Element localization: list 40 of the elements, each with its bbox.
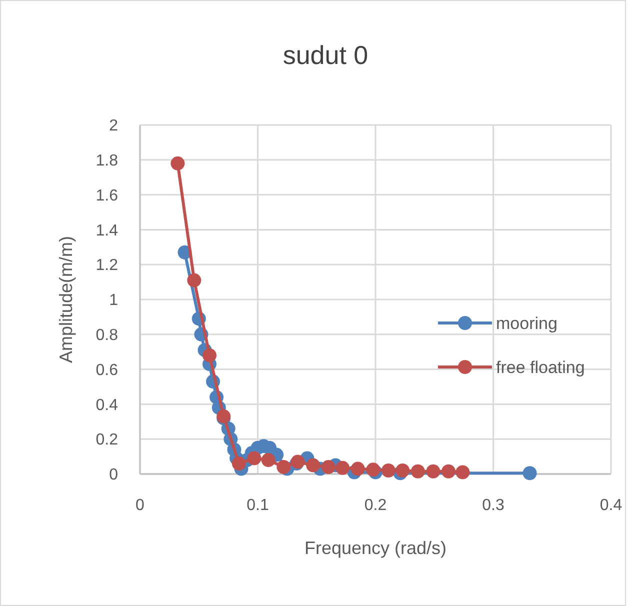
y-tick-label: 0 (109, 466, 118, 484)
x-axis-title: Frequency (rad/s) (304, 538, 447, 558)
point (442, 464, 456, 478)
y-tick-label: 1 (109, 292, 118, 310)
x-tick-label: 0.1 (246, 497, 269, 514)
point (522, 466, 537, 480)
point (306, 458, 320, 472)
x-tick-label: 0.4 (600, 497, 622, 514)
point (247, 451, 262, 466)
point (187, 273, 202, 288)
point (276, 460, 291, 474)
chart-title: sudut 0 (282, 40, 368, 70)
legend-label: mooring (496, 314, 558, 333)
point (410, 464, 425, 478)
y-tick-label: 0.4 (96, 396, 118, 414)
y-tick-label: 0.2 (96, 432, 118, 449)
point (202, 348, 216, 362)
point (381, 464, 396, 478)
y-tick-label: 1.4 (96, 222, 118, 240)
y-tick-label: 0.6 (96, 362, 118, 379)
point (321, 460, 336, 474)
legend-label: free floating (496, 358, 585, 377)
x-tick-label: 0 (136, 497, 145, 514)
point (170, 156, 185, 170)
point (426, 464, 440, 478)
point (456, 465, 470, 480)
point (261, 453, 276, 468)
x-tick-label: 0.2 (364, 497, 387, 514)
point (396, 464, 410, 478)
y-tick-label: 1.2 (96, 257, 118, 274)
point (232, 456, 246, 471)
y-tick-label: 2 (109, 118, 118, 135)
x-tick-label: 0.3 (482, 497, 504, 514)
point (366, 462, 380, 477)
point (350, 462, 365, 476)
y-tick-label: 1.8 (96, 152, 118, 170)
y-tick-label: 1.6 (96, 187, 118, 204)
y-axis-title: Amplitude(m/m) (56, 236, 76, 364)
point (336, 460, 350, 475)
y-tick-label: 0.8 (96, 327, 118, 344)
